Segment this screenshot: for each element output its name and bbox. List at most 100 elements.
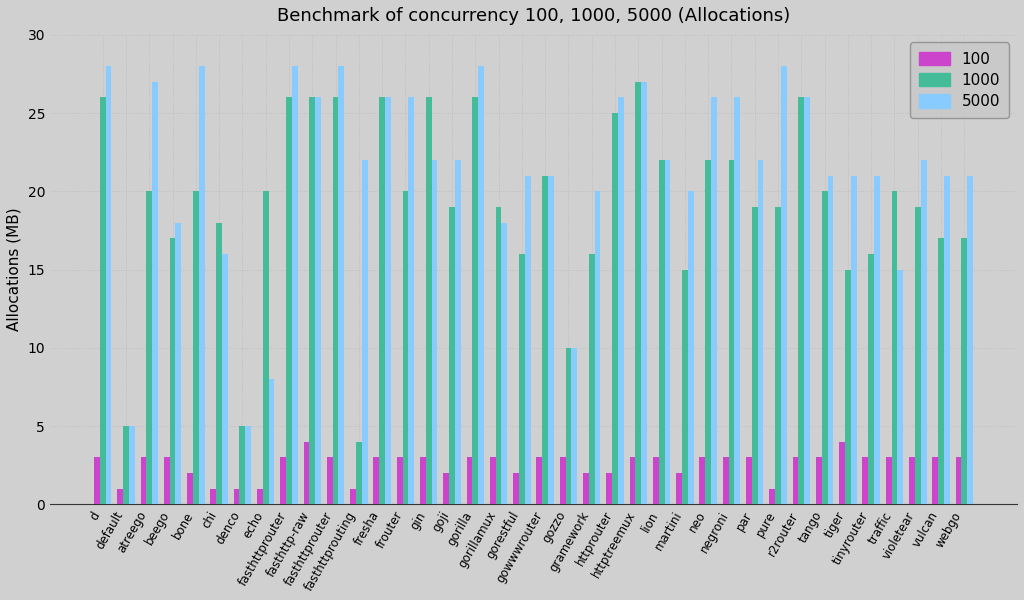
Bar — [146, 191, 153, 505]
Bar — [361, 160, 368, 505]
Bar — [909, 457, 914, 505]
Bar — [140, 457, 146, 505]
Bar — [333, 97, 339, 505]
Bar — [374, 457, 379, 505]
Bar — [303, 442, 309, 505]
Bar — [164, 457, 170, 505]
Y-axis label: Allocations (MB): Allocations (MB) — [7, 208, 22, 331]
Bar — [955, 457, 962, 505]
Bar — [210, 489, 216, 505]
Bar — [827, 176, 834, 505]
Bar — [589, 254, 595, 505]
Bar — [513, 473, 519, 505]
Bar — [752, 207, 758, 505]
Bar — [688, 191, 693, 505]
Bar — [350, 489, 356, 505]
Bar — [94, 457, 99, 505]
Bar — [734, 97, 740, 505]
Bar — [548, 176, 554, 505]
Bar — [426, 97, 432, 505]
Bar — [396, 457, 402, 505]
Bar — [233, 489, 240, 505]
Bar — [99, 97, 105, 505]
Bar — [630, 457, 636, 505]
Bar — [315, 97, 321, 505]
Bar — [450, 207, 455, 505]
Bar — [543, 176, 548, 505]
Bar — [385, 97, 391, 505]
Bar — [571, 348, 578, 505]
Bar — [432, 160, 437, 505]
Bar — [845, 269, 851, 505]
Bar — [153, 82, 158, 505]
Bar — [804, 97, 810, 505]
Bar — [193, 191, 199, 505]
Bar — [524, 176, 530, 505]
Bar — [402, 191, 409, 505]
Bar — [699, 457, 706, 505]
Bar — [874, 176, 880, 505]
Bar — [170, 238, 175, 505]
Bar — [816, 457, 821, 505]
Bar — [199, 66, 205, 505]
Bar — [222, 254, 228, 505]
Bar — [240, 426, 246, 505]
Bar — [962, 238, 968, 505]
Bar — [914, 207, 921, 505]
Bar — [123, 426, 129, 505]
Bar — [268, 379, 274, 505]
Bar — [187, 473, 193, 505]
Bar — [455, 160, 461, 505]
Bar — [769, 489, 775, 505]
Bar — [862, 457, 868, 505]
Bar — [886, 457, 892, 505]
Bar — [840, 442, 845, 505]
Bar — [257, 489, 263, 505]
Bar — [821, 191, 827, 505]
Bar — [309, 97, 315, 505]
Bar — [711, 97, 717, 505]
Bar — [653, 457, 658, 505]
Bar — [723, 457, 728, 505]
Bar — [263, 191, 268, 505]
Bar — [216, 223, 222, 505]
Title: Benchmark of concurrency 100, 1000, 5000 (Allocations): Benchmark of concurrency 100, 1000, 5000… — [276, 7, 791, 25]
Bar — [286, 97, 292, 505]
Bar — [932, 457, 938, 505]
Bar — [658, 160, 665, 505]
Bar — [327, 457, 333, 505]
Bar — [339, 66, 344, 505]
Bar — [105, 66, 112, 505]
Bar — [409, 97, 414, 505]
Bar — [565, 348, 571, 505]
Bar — [537, 457, 543, 505]
Bar — [612, 113, 617, 505]
Bar — [443, 473, 450, 505]
Bar — [560, 457, 565, 505]
Bar — [467, 457, 472, 505]
Bar — [676, 473, 682, 505]
Bar — [519, 254, 524, 505]
Bar — [641, 82, 647, 505]
Bar — [129, 426, 135, 505]
Bar — [728, 160, 734, 505]
Bar — [892, 191, 897, 505]
Bar — [851, 176, 857, 505]
Bar — [472, 97, 478, 505]
Bar — [746, 457, 752, 505]
Bar — [246, 426, 251, 505]
Bar — [175, 223, 181, 505]
Bar — [379, 97, 385, 505]
Legend: 100, 1000, 5000: 100, 1000, 5000 — [909, 43, 1010, 118]
Bar — [617, 97, 624, 505]
Bar — [502, 223, 507, 505]
Bar — [356, 442, 361, 505]
Bar — [478, 66, 484, 505]
Bar — [583, 473, 589, 505]
Bar — [944, 176, 950, 505]
Bar — [968, 176, 973, 505]
Bar — [938, 238, 944, 505]
Bar — [775, 207, 781, 505]
Bar — [799, 97, 804, 505]
Bar — [496, 207, 502, 505]
